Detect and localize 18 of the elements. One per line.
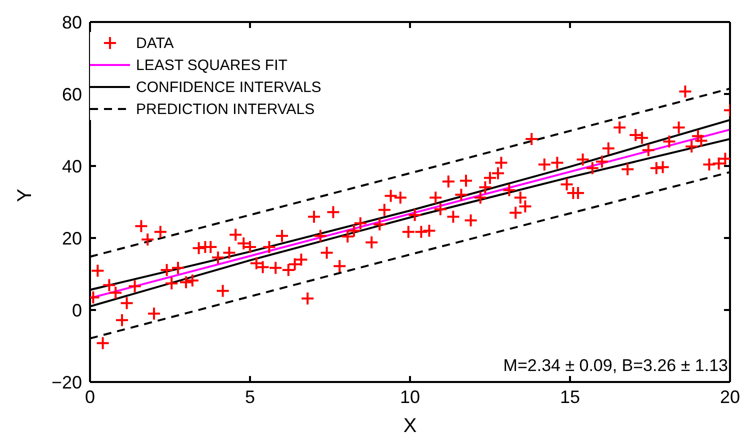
y-tick-label: 20	[62, 228, 82, 248]
legend-label: DATA	[136, 34, 174, 52]
y-axis-title: Y	[14, 188, 36, 202]
legend-label: CONFIDENCE INTERVALS	[136, 78, 322, 96]
legend-label: PREDICTION INTERVALS	[136, 100, 315, 118]
x-tick-label: 20	[720, 386, 740, 407]
x-tick-label: 15	[560, 386, 580, 407]
y-tick-label: 40	[62, 156, 82, 176]
x-tick-label: 0	[84, 386, 96, 407]
y-tick-label: −20	[51, 372, 82, 392]
y-tick-label: 80	[62, 12, 82, 32]
y-tick-label: 0	[72, 300, 82, 320]
annotation: M=2.34 ± 0.09, B=3.26 ± 1.13	[503, 356, 728, 376]
y-tick-label: 60	[62, 84, 82, 104]
x-tick-label: 5	[244, 386, 256, 407]
x-tick-label: 10	[400, 386, 420, 407]
legend-label: LEAST SQUARES FIT	[136, 56, 288, 74]
x-axis-title: X	[403, 415, 417, 437]
